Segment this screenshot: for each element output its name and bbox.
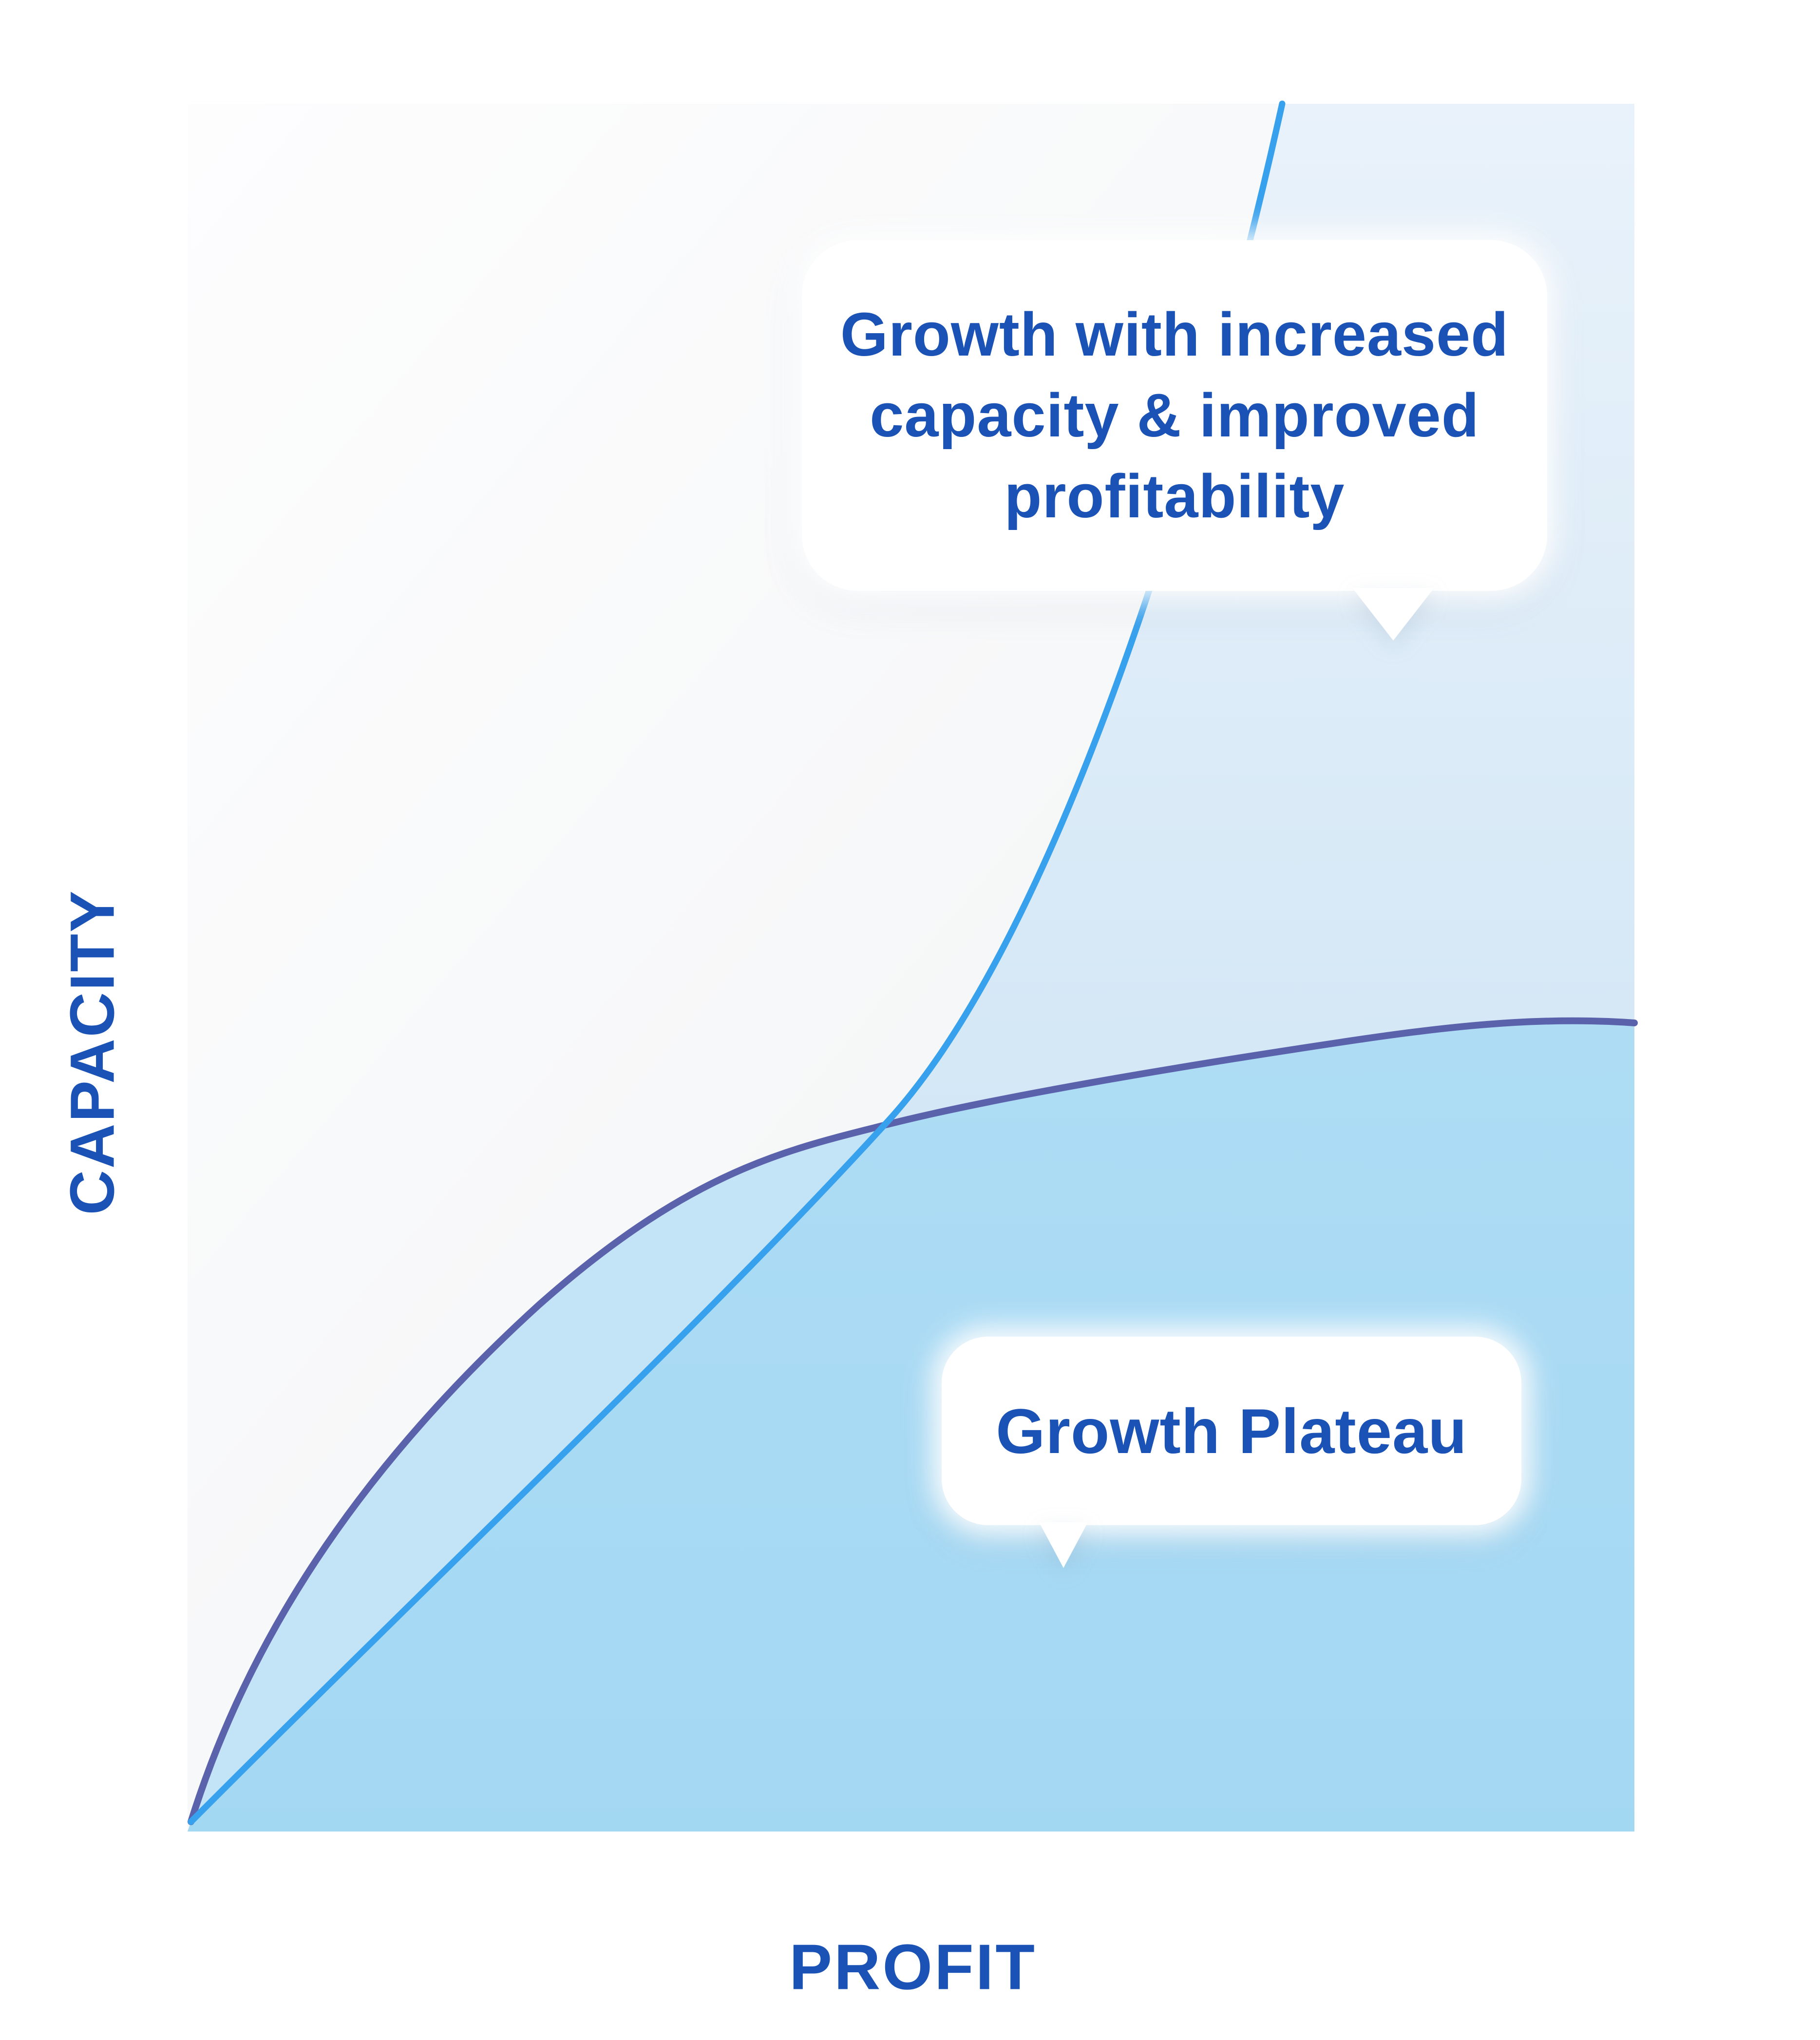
- plateau-curve: [188, 1017, 1638, 1825]
- callout-growth-text: Growth with increased capacity & improve…: [840, 300, 1509, 531]
- region-bottom-fill: [188, 1020, 1634, 1832]
- y-axis-label: CAPACITY: [57, 889, 128, 1215]
- callout-plateau-bubble: Growth Plateau: [942, 1337, 1521, 1568]
- callout-growth-bubble: Growth with increased capacity & improve…: [802, 240, 1547, 641]
- callout-plateau-text: Growth Plateau: [996, 1395, 1467, 1467]
- x-axis-label: PROFIT: [789, 1931, 1037, 2003]
- callout-plateau-tail: [1039, 1522, 1088, 1568]
- callout-growth-tail: [1352, 588, 1434, 641]
